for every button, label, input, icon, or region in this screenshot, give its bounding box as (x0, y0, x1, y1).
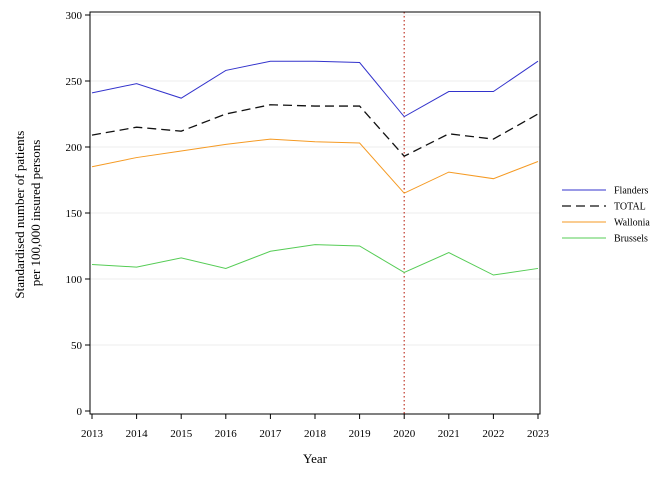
x-tick-label: 2018 (304, 428, 327, 440)
y-tick-label: 250 (66, 76, 83, 88)
x-tick-label: 2020 (393, 428, 416, 440)
y-tick-label: 300 (66, 10, 83, 22)
legend-label: Flanders (614, 186, 649, 197)
legend-label: Brussels (614, 234, 648, 245)
x-tick-label: 2016 (215, 428, 238, 440)
legend-label: TOTAL (614, 202, 646, 213)
x-tick-label: 2013 (81, 428, 104, 440)
series-line-flanders (91, 60, 539, 118)
y-axis: 0 50 100 150 200 250 300 (66, 10, 90, 418)
y-tick-label: 0 (77, 406, 83, 418)
y-tick-label: 200 (66, 142, 83, 154)
y-tick-label: 150 (66, 208, 83, 220)
x-tick-label: 2023 (527, 428, 550, 440)
x-tick-label: 2017 (259, 428, 282, 440)
y-axis-title-line-1: Standardised number of patients (12, 131, 27, 299)
series-lines (91, 60, 539, 276)
x-tick-label: 2015 (170, 428, 193, 440)
x-tick-label: 2021 (438, 428, 460, 440)
grid-lines (90, 14, 540, 346)
y-tick-label: 50 (71, 340, 83, 352)
x-axis: 2013 2014 2015 2016 2017 2018 2019 2020 2021 2022… (81, 414, 550, 440)
x-tick-label: 2019 (349, 428, 372, 440)
x-tick-label: 2022 (482, 428, 504, 440)
legend: Flanders TOTAL Wallonia Brussels (562, 186, 650, 245)
series-line-brussels (91, 244, 539, 276)
legend-label: Wallonia (614, 218, 650, 229)
series-line-total (91, 104, 539, 158)
x-axis-title: Year (303, 451, 328, 466)
x-tick-label: 2014 (126, 428, 149, 440)
y-axis-title: Standardised number of patients per 100,… (12, 127, 43, 298)
y-tick-label: 100 (66, 274, 83, 286)
y-axis-title-line-2: per 100,000 insured persons (28, 140, 43, 287)
series-line-wallonia (91, 138, 539, 194)
